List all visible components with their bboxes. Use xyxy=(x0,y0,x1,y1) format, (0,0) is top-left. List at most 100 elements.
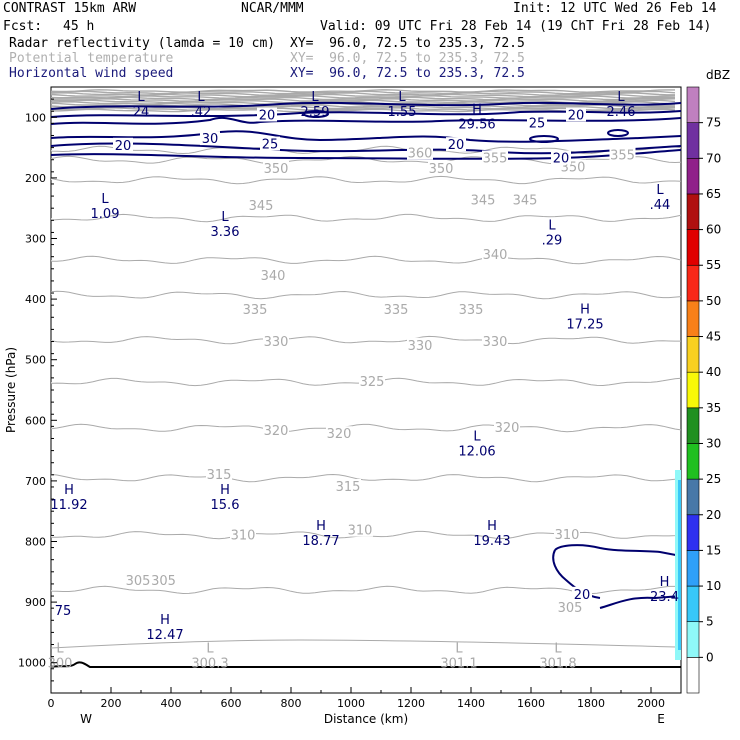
extremum-value: 1.09 xyxy=(91,207,120,222)
wind-label: 20 xyxy=(568,108,585,123)
theta-isentrope xyxy=(51,473,681,483)
wind-label: 20 xyxy=(574,588,591,603)
colorbar-swatch xyxy=(686,371,700,409)
east-label: E xyxy=(657,712,665,726)
theta-label: 340 xyxy=(261,269,286,284)
y-tick-label: 200 xyxy=(25,172,46,185)
y-tick-label: 800 xyxy=(25,536,46,549)
theta-label: 355 xyxy=(610,148,635,163)
colorbar-swatch xyxy=(686,86,700,123)
theta-label-bg xyxy=(458,302,484,317)
y-tick-label: 700 xyxy=(25,475,46,488)
y-tick-label: 500 xyxy=(25,354,46,367)
colorbar-title: dBZ xyxy=(706,68,730,82)
colorbar-label: 20 xyxy=(706,508,721,522)
extremum-type: H xyxy=(220,483,230,498)
field-wind-name: Horizontal wind speed xyxy=(9,66,174,81)
extremum-value: 300 xyxy=(48,657,73,672)
y-tick-label: 100 xyxy=(25,111,46,124)
wind-label-bg xyxy=(551,150,571,165)
colorbar-swatch xyxy=(686,193,700,230)
wind-label: 30 xyxy=(202,132,219,147)
extremum-type: L xyxy=(398,90,406,105)
theta-label: 350 xyxy=(429,162,454,177)
theta-label-bg xyxy=(470,192,496,207)
theta-label-bg xyxy=(230,527,256,542)
extremum-value: 12.47 xyxy=(146,628,183,643)
theta-label-bg xyxy=(263,160,289,175)
colorbar-label: 10 xyxy=(706,579,721,593)
extremum-value: 24 xyxy=(133,105,150,120)
extremum-type: L xyxy=(554,642,562,657)
theta-label-bg xyxy=(347,522,373,537)
theta-isentrope xyxy=(51,175,681,185)
extremum-value: .42 xyxy=(191,105,212,120)
colorbar-label: 65 xyxy=(706,187,721,201)
extremum-type: L xyxy=(473,430,481,445)
extremum-value: 15.6 xyxy=(211,498,240,513)
colorbar-label: 55 xyxy=(706,258,721,272)
extremum-value: 17.25 xyxy=(566,317,603,332)
wind-contour xyxy=(554,544,681,557)
x-tick-label: 600 xyxy=(221,697,242,710)
wind-label-bg xyxy=(113,137,133,152)
fcst-label: Fcst: xyxy=(3,19,43,34)
wind-contour xyxy=(607,129,629,137)
extremum-value: 11.92 xyxy=(50,498,87,513)
wind-contour xyxy=(51,116,681,125)
y-axis-label: Pressure (hPa) xyxy=(4,347,18,433)
colorbar-swatch xyxy=(686,157,700,195)
extremum-value: .29 xyxy=(542,234,563,249)
wind-contour xyxy=(51,142,681,155)
colorbar-label: 5 xyxy=(706,615,714,629)
theta-label: 340 xyxy=(483,248,508,263)
theta-dense-line xyxy=(51,93,676,98)
wind-label: 20 xyxy=(553,152,570,167)
colorbar-label: 30 xyxy=(706,436,721,450)
theta-label-bg xyxy=(242,302,268,317)
extremum-type: H xyxy=(487,519,497,534)
field-reflectivity-xy: XY= 96.0, 72.5 to 235.3, 72.5 xyxy=(290,36,525,51)
wind-label-bg xyxy=(566,107,586,122)
colorbar-swatch xyxy=(686,621,700,658)
colorbar-label: 70 xyxy=(706,151,721,165)
org-label: NCAR/MMM xyxy=(241,1,304,16)
extremum-type: L xyxy=(56,642,64,657)
theta-label: 305 xyxy=(126,574,151,589)
theta-label-bg xyxy=(609,147,636,162)
extremum-value: 301.1 xyxy=(440,657,477,672)
theta-label: 320 xyxy=(264,424,289,439)
extremum-value: 300.3 xyxy=(191,657,228,672)
x-tick-label: 200 xyxy=(101,697,122,710)
extremum-value: 19.43 xyxy=(473,534,510,549)
x-tick-label: 1400 xyxy=(457,697,485,710)
colorbar-swatch xyxy=(686,443,700,480)
theta-label-bg xyxy=(326,426,352,441)
fcst-value: 45 h xyxy=(63,19,95,34)
theta-label: 320 xyxy=(495,421,520,436)
theta-label: 325 xyxy=(360,375,385,390)
theta-label: 335 xyxy=(243,303,268,318)
theta-label-bg xyxy=(554,526,580,541)
extremum-value: 23.4 xyxy=(650,590,679,605)
field-wind-xy: XY= 96.0, 72.5 to 235.3, 72.5 xyxy=(290,66,525,81)
theta-label-bg xyxy=(383,302,409,317)
theta-label-bg xyxy=(263,423,289,438)
x-tick-label: 1800 xyxy=(577,697,605,710)
field-theta-xy: XY= 96.0, 72.5 to 235.3, 72.5 xyxy=(290,51,525,66)
colorbar-swatch xyxy=(686,478,700,516)
theta-isentrope xyxy=(51,423,681,433)
terrain-line xyxy=(51,661,681,668)
wind-contour xyxy=(599,595,681,609)
wind-contour xyxy=(303,110,329,118)
extremum-value: .44 xyxy=(650,198,671,213)
extremum-type: L xyxy=(455,642,463,657)
theta-label: 315 xyxy=(336,480,361,495)
theta-label: 310 xyxy=(231,528,256,543)
theta-label-bg xyxy=(263,334,289,349)
colorbar-label: 40 xyxy=(706,365,721,379)
theta-label: 310 xyxy=(348,524,373,539)
wind-label: 20 xyxy=(115,139,132,154)
colorbar-swatch xyxy=(686,514,700,551)
